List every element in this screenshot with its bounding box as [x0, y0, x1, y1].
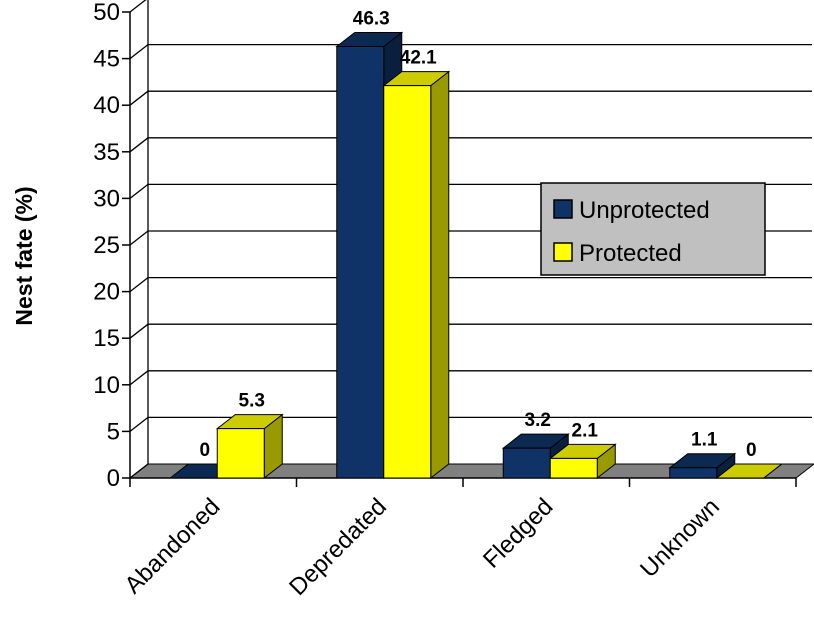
y-axis-title: Nest fate (%) [11, 186, 37, 325]
data-label: 0 [746, 440, 757, 461]
y-tick-label: 45 [93, 46, 120, 73]
bar [502, 447, 551, 479]
x-category-label: Unknown [635, 493, 725, 583]
bar [383, 85, 432, 479]
side-wall-line [129, 277, 149, 293]
side-wall-line [129, 0, 147, 13]
bars [168, 31, 784, 480]
side-wall-line [129, 370, 149, 386]
bar [669, 467, 718, 479]
y-tick-label: 5 [107, 418, 120, 445]
x-category-label: Fledged [478, 493, 558, 573]
x-category-label: Depredated [284, 493, 392, 601]
data-label: 3.2 [525, 410, 551, 431]
data-label: 1.1 [691, 430, 718, 451]
y-tick-label: 15 [93, 325, 120, 352]
data-label: 42.1 [400, 48, 437, 69]
legend-swatch [553, 242, 573, 262]
data-labels: 0 5.3 46.3 42.1 3.2 2.1 1.1 0 [199, 8, 756, 461]
y-tick-label: 30 [93, 185, 120, 212]
legend-box [540, 182, 766, 276]
side-wall-line [129, 44, 149, 60]
y-tick-label: 10 [93, 372, 120, 399]
side-wall-line [129, 416, 149, 432]
data-label: 46.3 [353, 8, 390, 29]
side-wall-line [129, 463, 149, 479]
y-tick-label: 25 [93, 232, 120, 259]
data-label: 0 [199, 440, 210, 461]
legend-label: Unprotected [579, 197, 710, 224]
data-label: 5.3 [239, 391, 265, 412]
side-wall-line [129, 183, 149, 199]
y-tick-label: 20 [93, 279, 120, 306]
bar [549, 457, 598, 479]
gridlines [129, 0, 812, 479]
side-wall-line [129, 230, 149, 246]
y-tick-label: 35 [93, 139, 120, 166]
side-wall-line [129, 323, 149, 339]
side-wall-line [129, 137, 149, 153]
legend: Unprotected Protected [540, 182, 766, 276]
legend-swatch [553, 199, 573, 219]
side-wall-line [129, 90, 149, 106]
y-tick-label: 50 [93, 0, 120, 26]
y-tick-label: 40 [93, 92, 120, 119]
bar [336, 45, 385, 479]
bar-side [430, 70, 450, 480]
y-tick-label: 0 [107, 465, 120, 492]
bar [216, 428, 265, 479]
data-label: 2.1 [572, 420, 599, 441]
bar-top [715, 463, 784, 479]
legend-label: Protected [579, 240, 682, 267]
x-category-label: Abandoned [120, 493, 226, 599]
